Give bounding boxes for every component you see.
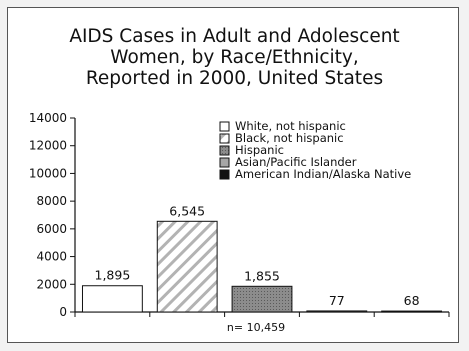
chart-title-line-2: Women, by Race/Ethnicity,: [110, 47, 359, 68]
bar-3: [231, 285, 293, 313]
data-label: 1,895: [95, 268, 131, 283]
data-label: 77: [329, 293, 345, 308]
y-tick-label: 2000: [36, 277, 67, 291]
legend-label: Black, not hispanic: [235, 131, 344, 145]
legend-swatch: [219, 169, 230, 180]
y-tick-label: 14000: [29, 111, 67, 125]
legend-swatch: [219, 121, 230, 132]
legend-swatch: [219, 133, 230, 144]
legend-label: Asian/Pacific Islander: [235, 155, 357, 169]
chart-title: AIDS Cases in Adult and Adolescent Women…: [0, 26, 469, 89]
y-tick-label: 12000: [29, 139, 67, 153]
y-tick-label: 10000: [29, 166, 67, 180]
y-tick-label: 0: [59, 305, 67, 319]
data-label: 1,855: [244, 268, 280, 283]
chart-title-line-3: Reported in 2000, United States: [85, 68, 384, 89]
bar-4: [306, 310, 368, 313]
bar-1: [81, 285, 143, 313]
legend-swatch: [219, 145, 230, 156]
y-tick-label: 8000: [36, 194, 67, 208]
chart-bars: [81, 220, 443, 313]
y-tick-label: 6000: [36, 222, 67, 236]
data-label: 68: [404, 293, 420, 308]
data-label: 6,545: [169, 203, 205, 218]
legend-label: American Indian/Alaska Native: [235, 167, 411, 181]
chart-data-labels: 1,895 6,545 1,855 77 68: [95, 203, 420, 308]
legend-swatch: [219, 157, 230, 168]
bar-2: [156, 220, 218, 313]
legend-label: Hispanic: [235, 143, 284, 157]
chart-title-line-1: AIDS Cases in Adult and Adolescent: [69, 26, 400, 47]
bar-5: [381, 310, 443, 313]
legend-label: White, not hispanic: [235, 119, 346, 133]
y-tick-label: 4000: [36, 250, 67, 264]
x-axis-label: n= 10,459: [227, 321, 285, 334]
